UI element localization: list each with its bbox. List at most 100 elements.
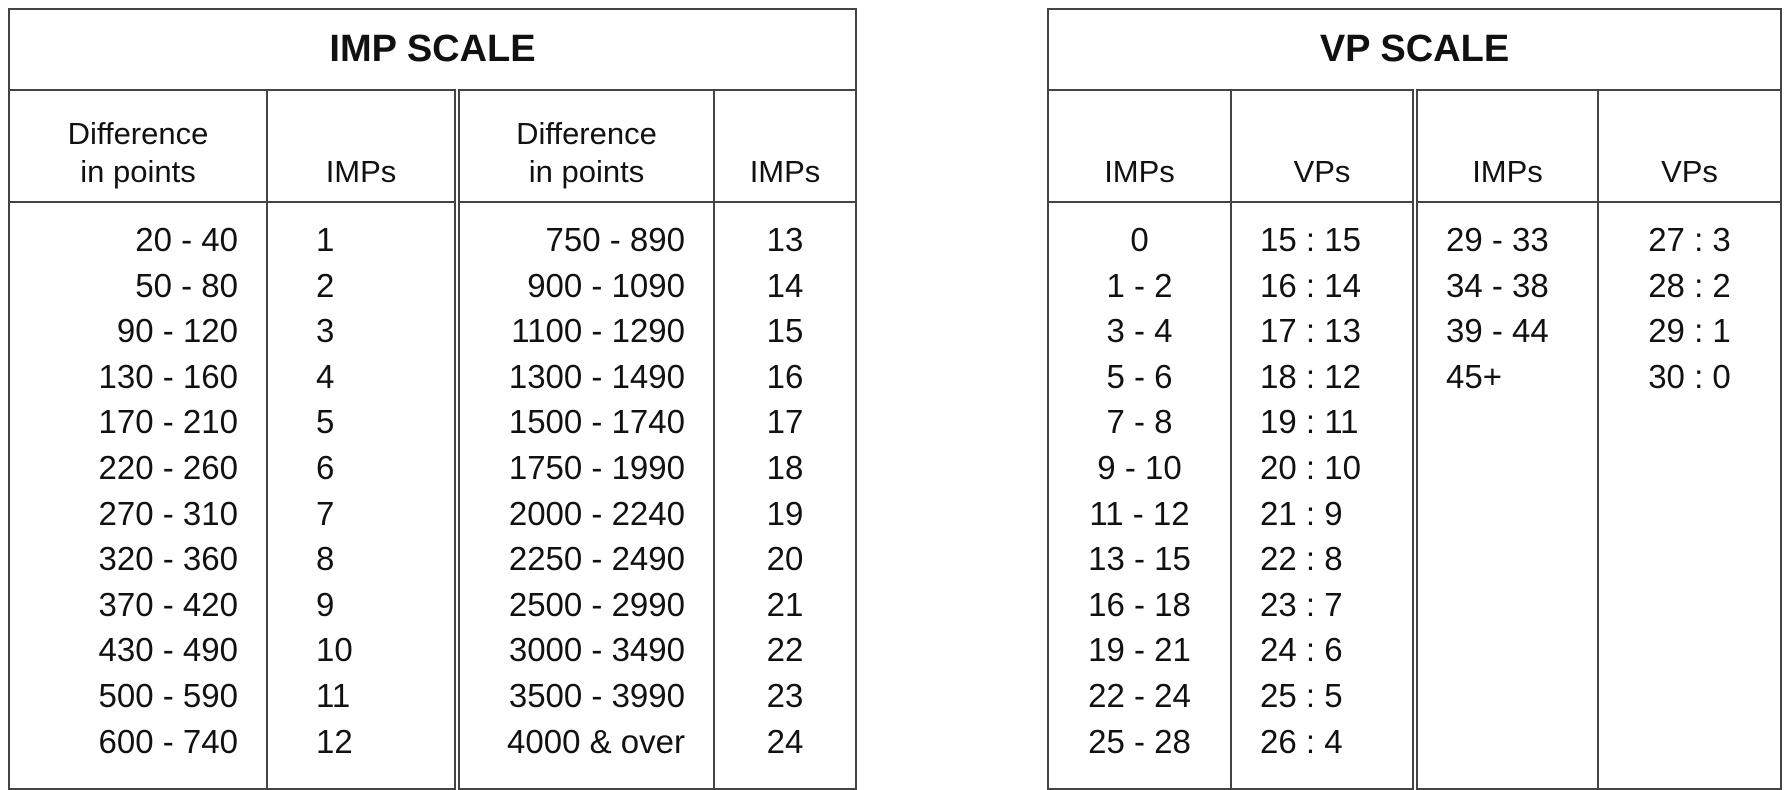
table-cell: 11 - 12 xyxy=(1089,494,1190,532)
table-cell: 430 - 490 xyxy=(98,631,238,669)
header-label: Difference in points xyxy=(67,116,209,189)
table-cell: 28 : 2 xyxy=(1648,266,1731,304)
table-cell: 26 : 4 xyxy=(1260,722,1343,760)
table-cell: 10 xyxy=(316,631,353,669)
table-cell: 20 xyxy=(766,540,804,578)
table-cell: 5 - 6 xyxy=(1106,357,1173,395)
table-cell: 0 xyxy=(1130,221,1149,258)
table-cell: 13 - 15 xyxy=(1088,540,1191,578)
header-imps: IMPs xyxy=(266,89,458,203)
table-cell: 15 xyxy=(766,312,804,350)
table-cell: 1500 - 1740 xyxy=(508,403,685,441)
vps-column: 15 : 15 16 : 14 17 : 13 18 : 12 19 : 11 20 : … xyxy=(1230,201,1416,790)
table-cell: 2250 - 2490 xyxy=(508,540,685,578)
table-cell: 16 xyxy=(766,357,804,395)
header-imps: IMPs xyxy=(1412,89,1599,203)
vps-column: 27 : 3 28 : 2 29 : 1 30 : 0 xyxy=(1597,201,1782,790)
table-cell: 7 - 8 xyxy=(1106,403,1173,441)
table-cell: 19 : 11 xyxy=(1260,403,1359,441)
imp-scale-title: IMP SCALE xyxy=(8,8,857,91)
table-cell: 25 : 5 xyxy=(1260,676,1343,714)
table-cell: 3 - 4 xyxy=(1106,312,1173,350)
table-cell: 45+ xyxy=(1446,357,1502,395)
table-cell: 7 xyxy=(316,494,335,532)
table-cell: 15 : 15 xyxy=(1260,221,1361,258)
table-cell: 20 - 40 xyxy=(135,221,238,258)
table-cell: 170 - 210 xyxy=(98,403,238,441)
table-cell: 16 - 18 xyxy=(1088,585,1191,623)
table-cell: 18 : 12 xyxy=(1260,357,1361,395)
imps-column: 1 2 3 4 5 6 7 8 9 10 11 12 xyxy=(266,201,458,790)
table-cell: 29 - 33 xyxy=(1446,221,1549,258)
header-label: Difference in points xyxy=(516,116,657,189)
header-difference-in-points: Difference in points xyxy=(8,89,268,203)
table-cell: 130 - 160 xyxy=(98,357,238,395)
table-cell: 13 xyxy=(766,221,804,258)
table-cell: 900 - 1090 xyxy=(527,266,685,304)
table-cell: 5 xyxy=(316,403,335,441)
table-cell: 11 xyxy=(316,676,351,714)
table-cell: 1 xyxy=(316,221,335,258)
imps-column: 0 1 - 2 3 - 4 5 - 6 7 - 8 9 - 10 11 - 12 13 - 1… xyxy=(1047,201,1232,790)
table-cell: 750 - 890 xyxy=(545,221,685,258)
imps-column: 29 - 33 34 - 38 39 - 44 45+ xyxy=(1412,201,1599,790)
points-column: 20 - 40 50 - 80 90 - 120 130 - 160 170 - 210… xyxy=(8,201,268,790)
table-cell: 21 xyxy=(766,585,804,623)
vp-scale-table: VP SCALE IMPs VPs IMPs VPs 0 1 - 2 3 - 4 5 … xyxy=(1047,8,1782,790)
table-cell: 3 xyxy=(316,312,335,350)
table-cell: 29 : 1 xyxy=(1648,312,1731,350)
header-vps: VPs xyxy=(1230,89,1416,203)
table-cell: 2500 - 2990 xyxy=(508,585,685,623)
table-cell: 21 : 9 xyxy=(1260,494,1343,532)
table-cell: 9 xyxy=(316,585,335,623)
table-cell: 1100 - 1290 xyxy=(511,312,685,350)
table-cell: 24 xyxy=(766,722,804,760)
table-cell: 2 xyxy=(316,266,335,304)
header-vps: VPs xyxy=(1597,89,1782,203)
table-cell: 22 : 8 xyxy=(1260,540,1343,578)
header-imps: IMPs xyxy=(713,89,857,203)
table-cell: 30 : 0 xyxy=(1648,357,1731,395)
table-cell: 4 xyxy=(316,357,335,395)
vp-scale-title: VP SCALE xyxy=(1047,8,1782,91)
table-cell: 3000 - 3490 xyxy=(508,631,685,669)
table-cell: 8 xyxy=(316,540,335,578)
points-column: 750 - 890 900 - 1090 1100 - 1290 1300 - 149… xyxy=(454,201,715,790)
table-cell: 17 : 13 xyxy=(1260,312,1361,350)
table-cell: 14 xyxy=(766,266,804,304)
table-cell: 24 : 6 xyxy=(1260,631,1343,669)
table-cell: 2000 - 2240 xyxy=(508,494,685,532)
table-cell: 50 - 80 xyxy=(135,266,238,304)
table-cell: 270 - 310 xyxy=(98,494,238,532)
table-cell: 370 - 420 xyxy=(98,585,238,623)
table-cell: 6 xyxy=(316,448,335,486)
table-cell: 320 - 360 xyxy=(98,540,238,578)
table-cell: 9 - 10 xyxy=(1097,448,1182,486)
table-cell: 19 - 21 xyxy=(1088,631,1191,669)
table-cell: 4000 & over xyxy=(507,722,685,760)
table-cell: 3500 - 3990 xyxy=(508,676,685,714)
table-cell: 34 - 38 xyxy=(1446,266,1549,304)
table-cell: 90 - 120 xyxy=(116,312,238,350)
table-cell: 19 xyxy=(766,494,804,532)
header-imps: IMPs xyxy=(1047,89,1232,203)
table-cell: 23 xyxy=(766,676,804,714)
table-cell: 23 : 7 xyxy=(1260,585,1343,623)
table-cell: 22 - 24 xyxy=(1088,676,1191,714)
table-cell: 22 xyxy=(766,631,804,669)
table-cell: 600 - 740 xyxy=(98,722,238,760)
table-cell: 500 - 590 xyxy=(98,676,238,714)
table-cell: 39 - 44 xyxy=(1446,312,1549,350)
table-cell: 1 - 2 xyxy=(1106,266,1173,304)
table-cell: 1750 - 1990 xyxy=(508,448,685,486)
header-difference-in-points: Difference in points xyxy=(454,89,715,203)
imps-column: 13 14 15 16 17 18 19 20 21 22 23 24 xyxy=(713,201,857,790)
table-cell: 16 : 14 xyxy=(1260,266,1361,304)
table-cell: 27 : 3 xyxy=(1648,221,1731,258)
table-cell: 25 - 28 xyxy=(1088,722,1191,760)
imp-scale-table: IMP SCALE Difference in points IMPs Diff… xyxy=(8,8,857,790)
table-cell: 18 xyxy=(766,448,804,486)
table-cell: 17 xyxy=(766,403,804,441)
table-cell: 20 : 10 xyxy=(1260,448,1361,486)
table-cell: 12 xyxy=(316,722,353,760)
